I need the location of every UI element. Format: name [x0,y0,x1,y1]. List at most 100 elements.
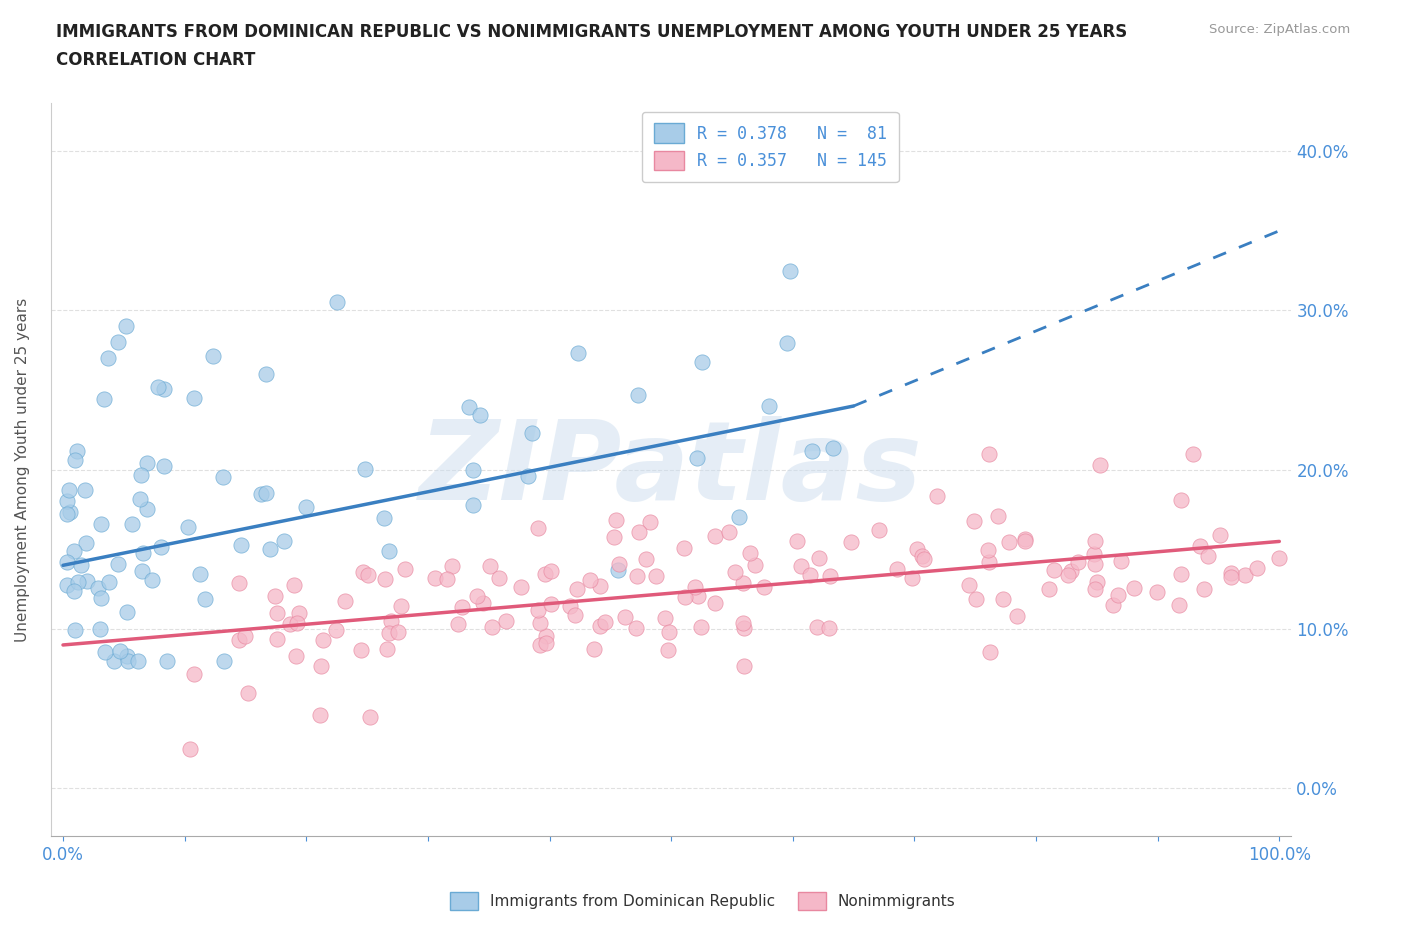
Point [624,621,647,636]
Point [579,573,602,588]
Point [886,561,908,576]
Point [957,578,980,592]
Point [1067,555,1090,570]
Point [806,619,828,634]
Point [1146,584,1168,599]
Point [70,558,93,573]
Point [149,539,172,554]
Point [607,562,630,577]
Point [1234,567,1257,582]
Point [1209,527,1232,542]
Point [540,596,562,611]
Point [979,644,1001,659]
Point [801,443,824,458]
Point [55,506,77,521]
Point [567,581,589,596]
Point [593,615,616,630]
Point [529,616,551,631]
Point [177,520,200,535]
Point [285,616,308,631]
Point [87,580,110,595]
Point [278,617,301,631]
Point [312,632,335,647]
Point [465,588,488,603]
Point [644,568,666,583]
Point [97,351,120,365]
Point [752,579,775,594]
Point [495,613,517,628]
Point [704,595,727,610]
Point [141,572,163,587]
Point [733,659,755,674]
Point [1192,581,1215,596]
Point [1170,566,1192,581]
Point [658,625,681,640]
Point [634,551,657,566]
Text: Source: ZipAtlas.com: Source: ZipAtlas.com [1209,23,1350,36]
Point [1084,581,1107,596]
Point [229,538,252,552]
Point [179,741,201,756]
Point [457,400,479,415]
Point [266,631,288,646]
Point [704,529,727,544]
Point [817,620,839,635]
Point [284,649,307,664]
Point [1014,531,1036,546]
Point [583,642,606,657]
Text: IMMIGRANTS FROM DOMINICAN REPUBLIC VS NONIMMIGRANTS UNEMPLOYMENT AMONG YOUTH UND: IMMIGRANTS FROM DOMINICAN REPUBLIC VS NO… [56,23,1128,41]
Point [1167,598,1189,613]
Point [188,566,211,581]
Point [789,558,811,573]
Point [1101,598,1123,613]
Point [66,574,89,589]
Point [335,593,357,608]
Point [73,482,96,497]
Point [468,407,491,422]
Point [728,509,751,524]
Point [378,543,401,558]
Point [738,545,761,560]
Point [607,556,630,571]
Point [605,513,627,528]
Point [686,451,709,466]
Point [131,563,153,578]
Point [731,575,754,590]
Point [249,486,271,501]
Point [214,654,236,669]
Point [58,483,80,498]
Point [558,598,581,613]
Point [295,499,318,514]
Point [627,387,650,402]
Point [359,710,381,724]
Point [66,444,89,458]
Point [311,658,333,673]
Point [325,622,347,637]
Point [1088,458,1111,472]
Point [628,525,651,539]
Point [536,635,558,650]
Point [744,557,766,572]
Point [387,624,409,639]
Point [540,564,562,578]
Point [479,558,502,573]
Legend: Immigrants from Dominican Republic, Nonimmigrants: Immigrants from Dominican Republic, Noni… [443,884,963,918]
Point [128,491,150,506]
Point [526,603,548,618]
Point [447,617,470,631]
Point [436,572,458,587]
Point [979,554,1001,569]
Point [451,600,474,615]
Point [254,366,277,381]
Point [373,511,395,525]
Point [389,599,412,614]
Point [353,461,375,476]
Point [153,381,176,396]
Point [472,595,495,610]
Point [690,619,713,634]
Point [520,426,543,441]
Point [692,354,714,369]
Point [127,654,149,669]
Point [907,541,929,556]
Point [517,469,540,484]
